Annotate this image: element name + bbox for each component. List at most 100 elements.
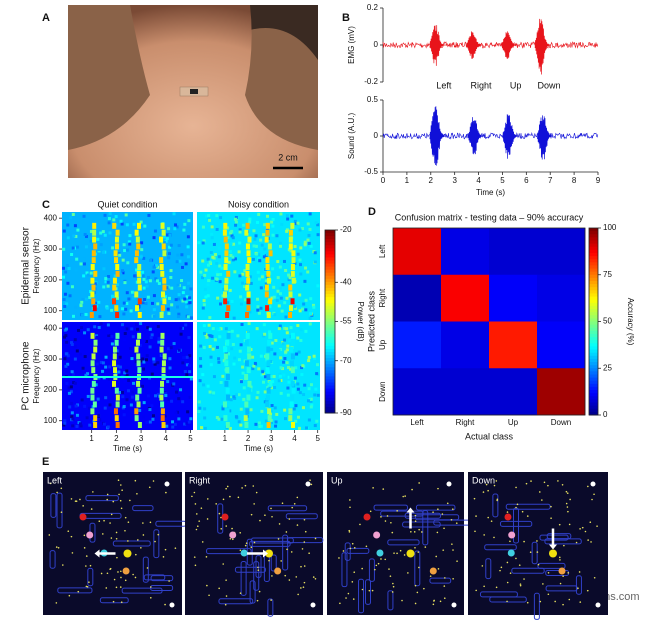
x-tick-label: 0: [381, 176, 386, 185]
x-tick-label: 9: [596, 176, 601, 185]
formant: [266, 270, 271, 277]
speckle: [81, 366, 85, 370]
speckle: [308, 227, 312, 231]
speckle: [218, 335, 222, 339]
speckle: [147, 376, 151, 380]
speckle: [285, 327, 289, 331]
maze-wall: [282, 534, 289, 571]
speckle: [152, 308, 156, 312]
colorbar-cell: [325, 403, 335, 408]
ghost: [86, 531, 94, 539]
pellet: [291, 506, 294, 509]
pellet: [129, 499, 131, 502]
speckle: [237, 358, 241, 362]
colorbar-cell: [325, 373, 335, 377]
colorbar-cell: [589, 249, 598, 254]
speckle: [63, 304, 67, 308]
speckle: [284, 350, 288, 354]
speckle: [135, 268, 139, 272]
pellet: [593, 576, 596, 579]
speckle: [285, 331, 289, 335]
speckle: [215, 345, 219, 349]
pellet: [368, 589, 371, 592]
colorbar-cell: [325, 318, 335, 322]
formant: [112, 353, 117, 360]
speckle: [262, 233, 266, 237]
speckle: [80, 300, 84, 304]
speckle: [145, 354, 149, 358]
formant: [266, 346, 271, 353]
colorbar-label: Accuracy (%): [626, 298, 635, 346]
speckle: [287, 375, 291, 379]
pellet: [566, 492, 569, 494]
speckle: [110, 308, 114, 312]
colorbar-tick-label: 50: [603, 317, 612, 326]
colorbar-cell: [589, 368, 598, 372]
pellet: [200, 507, 203, 509]
speckle: [311, 303, 315, 307]
speckle: [239, 380, 243, 384]
game-screen: [43, 472, 187, 615]
speckle: [279, 244, 283, 248]
speckle: [185, 421, 189, 425]
pellet: [191, 495, 193, 498]
speckle: [140, 384, 144, 388]
pellet: [526, 515, 529, 517]
formant: [244, 401, 249, 408]
formant: [264, 291, 269, 298]
speckle: [125, 302, 129, 306]
speckle: [303, 240, 307, 244]
speckle: [313, 393, 317, 397]
speckle: [171, 425, 175, 429]
pellet: [353, 571, 356, 574]
speckle: [229, 242, 233, 246]
speckle: [279, 378, 283, 382]
speckle: [115, 224, 119, 228]
speckle: [139, 359, 143, 363]
speckle: [217, 360, 221, 364]
colorbar-cell: [589, 287, 598, 291]
pellet: [579, 528, 581, 530]
speckle: [101, 369, 105, 373]
speckle: [104, 355, 108, 359]
speckle: [118, 355, 122, 359]
speckle: [106, 284, 110, 288]
speckle: [187, 281, 191, 285]
speckle: [166, 307, 170, 311]
maze-wall: [575, 575, 582, 595]
speckle: [121, 258, 125, 262]
colorbar-tick-label: -90: [340, 408, 352, 417]
speckle: [99, 231, 103, 235]
speckle: [296, 252, 300, 256]
pellet: [365, 545, 368, 548]
speckle: [69, 390, 73, 394]
speckle: [121, 307, 125, 311]
speckle: [309, 405, 313, 409]
colorbar-cell: [589, 274, 598, 279]
speckle: [97, 413, 101, 417]
speckle: [277, 327, 281, 331]
formant: [264, 236, 269, 243]
speckle: [180, 279, 184, 283]
pellet: [439, 600, 442, 603]
game-bg: [327, 472, 464, 615]
formant: [160, 401, 165, 408]
colorbar-cell: [589, 234, 598, 238]
formant: [137, 298, 142, 305]
formant: [115, 332, 120, 339]
colorbar-cell: [589, 408, 598, 413]
formant: [112, 222, 117, 229]
speckle: [101, 250, 105, 254]
pellet: [67, 530, 70, 533]
formant: [224, 277, 229, 284]
speckle: [248, 310, 252, 314]
pellet: [437, 568, 440, 570]
speckle: [233, 257, 237, 261]
x-tick-label: 1: [89, 434, 94, 443]
formant: [246, 367, 251, 374]
speckle: [270, 347, 274, 351]
speckle: [65, 340, 69, 344]
speckle: [198, 406, 202, 410]
speckle: [233, 270, 237, 274]
speckle: [256, 390, 260, 394]
